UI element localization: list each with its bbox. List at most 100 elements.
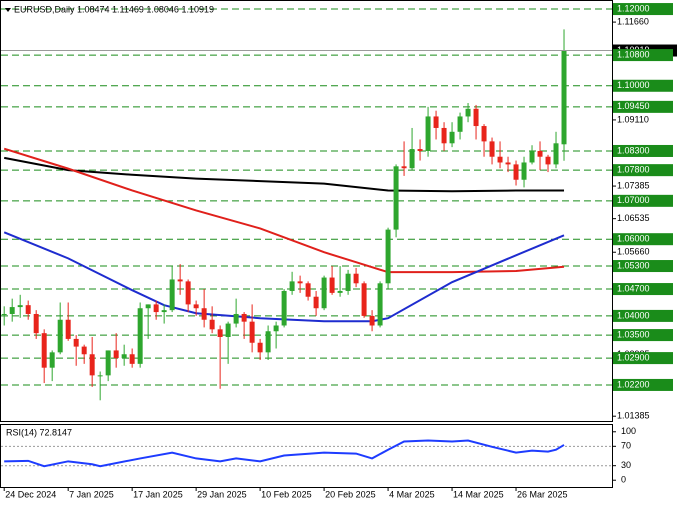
candle-body <box>169 279 175 311</box>
candle-body <box>177 279 183 282</box>
level-label: 1.10800 <box>617 49 650 59</box>
candle-body <box>465 108 471 117</box>
candle-body <box>385 229 391 284</box>
candle-body <box>49 352 55 368</box>
level-label-box <box>613 164 673 177</box>
candle-body <box>233 313 239 324</box>
candle-body <box>489 141 495 157</box>
level-label-box <box>613 144 673 157</box>
level-label-box <box>613 100 673 113</box>
candle-body <box>329 277 335 293</box>
y-tick-label: 1.06535 <box>617 213 650 223</box>
x-tick-label: 20 Feb 2025 <box>325 489 376 499</box>
candle-body <box>153 304 159 313</box>
rsi-tick-label: 0 <box>621 475 626 485</box>
level-label: 1.04700 <box>617 283 650 293</box>
main-panel-frame <box>0 0 613 422</box>
rsi-tick-label: 100 <box>621 426 636 436</box>
candle-body <box>369 315 375 326</box>
y-tick-label: 1.11660 <box>617 16 649 26</box>
moving-average <box>4 156 565 193</box>
x-tick-label: 17 Jan 2025 <box>133 489 183 499</box>
x-tick-label: 14 Mar 2025 <box>453 489 504 499</box>
candle-body <box>321 277 327 309</box>
candle-body <box>417 149 423 151</box>
candle-body <box>9 307 15 314</box>
candle-body <box>337 290 343 293</box>
candle-body <box>249 321 255 343</box>
candle-body <box>361 283 367 316</box>
candle-body <box>273 325 279 332</box>
level-label-box <box>613 378 673 391</box>
candle-body <box>529 150 535 163</box>
x-tick-label: 7 Jan 2025 <box>69 489 114 499</box>
y-tick-label: 1.07385 <box>617 180 650 190</box>
level-label-box <box>613 309 673 322</box>
level-label-box <box>613 3 673 16</box>
level-label-box <box>613 260 673 273</box>
candle-body <box>17 305 23 308</box>
candle-body <box>81 346 87 355</box>
level-label-box <box>613 283 673 296</box>
candle-body <box>161 310 167 313</box>
candle-body <box>41 333 47 368</box>
level-label-box <box>613 233 673 246</box>
level-label: 1.04000 <box>617 310 650 320</box>
candle-body <box>457 116 463 132</box>
candle-body <box>25 305 31 314</box>
candle-body <box>345 273 351 291</box>
x-tick-label: 29 Jan 2025 <box>197 489 247 499</box>
candle-body <box>137 308 143 364</box>
candle-body <box>209 319 215 330</box>
candle-body <box>305 283 311 297</box>
candle-body <box>225 323 231 337</box>
candle-body <box>353 273 359 284</box>
level-label-box <box>613 352 673 365</box>
rsi-panel <box>1 439 612 468</box>
candle-body <box>1 313 7 315</box>
candle-body <box>537 150 543 157</box>
chart-title: EURUSD,Daily 1.08474 1.11469 1.08046 1.1… <box>14 4 214 14</box>
candle-body <box>449 131 455 144</box>
candle-body <box>281 290 287 326</box>
candle-body <box>289 281 295 291</box>
level-label: 1.10000 <box>617 80 650 90</box>
moving-average <box>3 147 565 274</box>
candle-body <box>241 313 247 322</box>
level-label: 1.05300 <box>617 260 650 270</box>
candle-body <box>89 354 95 376</box>
level-label: 1.03500 <box>617 329 650 339</box>
level-label: 1.08300 <box>617 145 650 155</box>
candle-body <box>513 164 519 180</box>
level-label: 1.07000 <box>617 195 650 205</box>
candle-body <box>441 127 447 144</box>
candle-body <box>121 354 127 359</box>
candle-body <box>553 143 559 165</box>
level-label: 1.07800 <box>617 165 650 175</box>
level-label: 1.12000 <box>617 3 650 13</box>
candle-body <box>473 108 479 127</box>
candle-body <box>201 308 207 320</box>
candle-body <box>265 331 271 353</box>
candle-body <box>521 162 527 180</box>
candle-body <box>545 156 551 165</box>
level-label-box <box>613 49 673 62</box>
candle-body <box>129 354 135 364</box>
level-label: 1.02900 <box>617 352 650 362</box>
x-tick-label: 26 Mar 2025 <box>517 489 568 499</box>
level-label-box <box>613 79 673 92</box>
candle-body <box>497 156 503 163</box>
level-label: 1.06000 <box>617 234 650 244</box>
rsi-panel-frame <box>0 424 613 488</box>
candle-body <box>257 342 263 353</box>
level-label: 1.09450 <box>617 101 650 111</box>
rsi-tick-label: 70 <box>621 441 631 451</box>
level-label-box <box>613 329 673 342</box>
candle-body <box>193 304 199 309</box>
candle-body <box>105 350 111 376</box>
candle-body <box>217 329 223 337</box>
x-tick-label: 10 Feb 2025 <box>261 489 312 499</box>
candle-body <box>401 166 407 169</box>
candle-body <box>561 50 567 145</box>
